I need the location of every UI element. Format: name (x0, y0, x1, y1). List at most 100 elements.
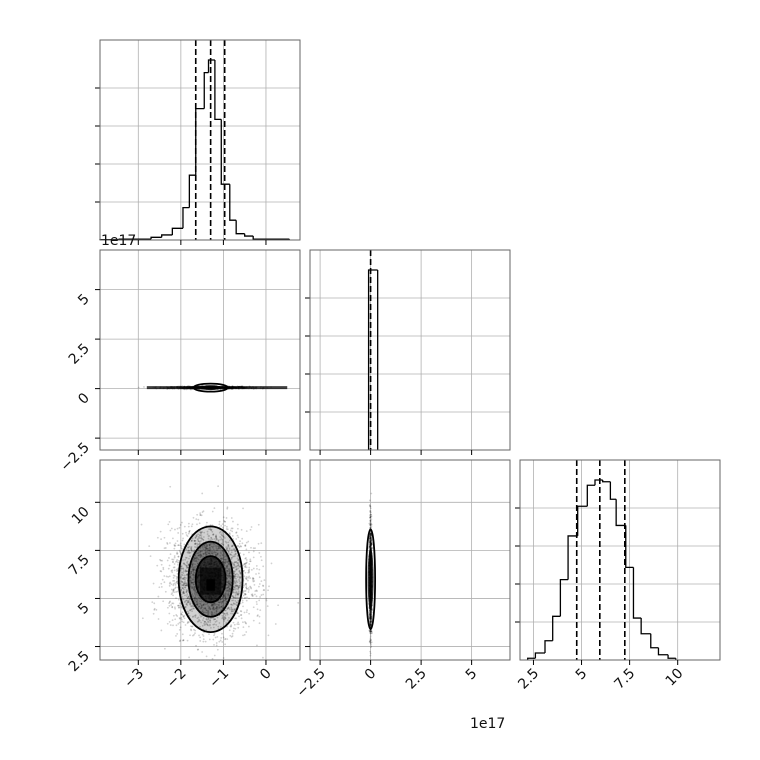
param3-vs-param1-point (235, 538, 238, 540)
param3-vs-param1-point (168, 604, 171, 607)
param3-vs-param1-point (258, 552, 261, 554)
param3-vs-param1-point (186, 639, 189, 642)
param3-vs-param1-point (243, 597, 246, 599)
param3-vs-param1-point (239, 545, 242, 547)
param3-vs-param1-point (169, 485, 172, 488)
param3-vs-param1-point (168, 575, 171, 578)
param1-hist-bin-7 (195, 107, 205, 176)
param3-vs-param1-point (201, 550, 204, 552)
param3-vs-param1-point (164, 547, 167, 549)
param3-vs-param1-point (175, 597, 177, 600)
param3-vs-param1-point (171, 605, 174, 608)
param3-vs-param1-point (252, 550, 255, 553)
param3-vs-param1-point (235, 584, 238, 587)
param3-vs-param1-point (241, 537, 244, 540)
param3-vs-param1-point (240, 528, 243, 531)
param3-vs-param1-point (244, 565, 246, 568)
param3-vs-param1-point (160, 563, 163, 566)
param3-vs-param1-point (252, 595, 254, 597)
param3-vs-param1-point (189, 575, 192, 578)
param3-vs-param1-point (190, 525, 193, 528)
param3-vs-param1-point (180, 606, 183, 609)
param3-vs-param1-point (265, 597, 268, 600)
param3-vs-param1-point (168, 582, 171, 585)
param3-vs-param1-point (175, 568, 178, 571)
param3-vs-param1-point (170, 583, 173, 586)
param3-vs-param1-point (161, 578, 164, 581)
param1-hist-bin-12 (229, 184, 237, 221)
param3-vs-param1-point (237, 586, 240, 589)
param3-vs-param1-point (178, 559, 180, 562)
param3-vs-param1-point (260, 542, 263, 545)
param3-vs-param1-point (248, 566, 251, 569)
param3-vs-param1-point (225, 517, 228, 519)
param3-vs-param1-point (171, 537, 174, 540)
param3-vs-param1-point (244, 583, 247, 586)
param3-vs-param1-point (257, 542, 260, 545)
param3-vs-param1-point (164, 590, 167, 593)
param3-vs-param1-point (213, 550, 216, 553)
param3-vs-param1-point (213, 632, 216, 635)
param3-vs-param1-point (238, 542, 241, 545)
param3-vs-param1-point (167, 523, 170, 526)
param3-vs-param1-point (170, 604, 173, 606)
param3-vs-param1-point (258, 622, 261, 625)
param3-vs-param1-xtick-label-0: −3 (121, 666, 147, 692)
param3-vs-param1-point (247, 591, 250, 593)
param3-vs-param1-point (188, 656, 191, 659)
param3-vs-param1-point (257, 572, 260, 575)
param3-vs-param1-point (175, 577, 178, 580)
param3-vs-param1-point (243, 633, 246, 636)
param3-vs-param1-point (183, 543, 186, 546)
param3-vs-param1-point (177, 544, 180, 547)
param3-vs-param1-point (212, 638, 215, 641)
param3-vs-param1-point (174, 544, 177, 547)
param3-vs-param1-point (245, 559, 248, 561)
param3-vs-param1-point (265, 599, 268, 602)
param3-vs-param1-point (192, 516, 195, 519)
param3-vs-param1-point (237, 545, 240, 547)
param3-vs-param1-point (168, 564, 171, 567)
param3-vs-param1-point (178, 617, 181, 619)
param3-vs-param1-point (226, 525, 228, 528)
param3-vs-param1-point (183, 525, 186, 528)
param3-vs-param1-point (250, 587, 253, 590)
param3-vs-param1-point (245, 578, 248, 581)
param3-vs-param1-point (260, 559, 263, 562)
param3-vs-param1-point (244, 562, 247, 565)
param2-vs-param1-core (200, 385, 222, 391)
param3-vs-param1-point (190, 628, 192, 631)
param3-vs-param1-point (237, 536, 240, 539)
param3-vs-param1-point (187, 621, 190, 623)
param3-vs-param1-point (172, 583, 175, 585)
param3-vs-param1-point (194, 566, 197, 568)
param3-vs-param1-point (156, 564, 159, 567)
param3-vs-param1-point (199, 615, 202, 618)
param3-vs-param1-point (250, 546, 252, 549)
param1-hist-bin-14 (244, 233, 254, 237)
param3-vs-param1-point (159, 530, 162, 533)
param3-vs-param1-point (213, 634, 215, 637)
param3-vs-param1-point (245, 530, 248, 533)
param3-vs-param1-point (181, 539, 184, 542)
param3-vs-param1-point (235, 601, 238, 604)
param3-vs-param1-point (202, 640, 205, 643)
param3-vs-param1-point (173, 555, 176, 557)
param3-vs-param1-point (176, 633, 179, 635)
param3-vs-param1-point (175, 634, 177, 637)
param3-vs-param1-point (263, 579, 266, 582)
param3-vs-param1-point (205, 655, 208, 658)
param3-vs-param1-point (178, 621, 181, 624)
param3-vs-param1-point (220, 524, 223, 527)
param3-vs-param1-point (224, 643, 227, 646)
param3-vs-param1-point (253, 583, 256, 586)
param3-vs-param1-point (166, 606, 169, 609)
param3-vs-param1-point (180, 613, 183, 615)
param3-vs-param1-point (176, 540, 179, 542)
param3-vs-param1-point (193, 599, 196, 602)
param3-vs-param1-point (247, 576, 250, 579)
param3-vs-param1-point (242, 594, 245, 597)
param3-vs-param1-point (240, 610, 243, 613)
param3-vs-param1-point (241, 599, 244, 602)
param3-vs-param1-point (179, 626, 182, 629)
